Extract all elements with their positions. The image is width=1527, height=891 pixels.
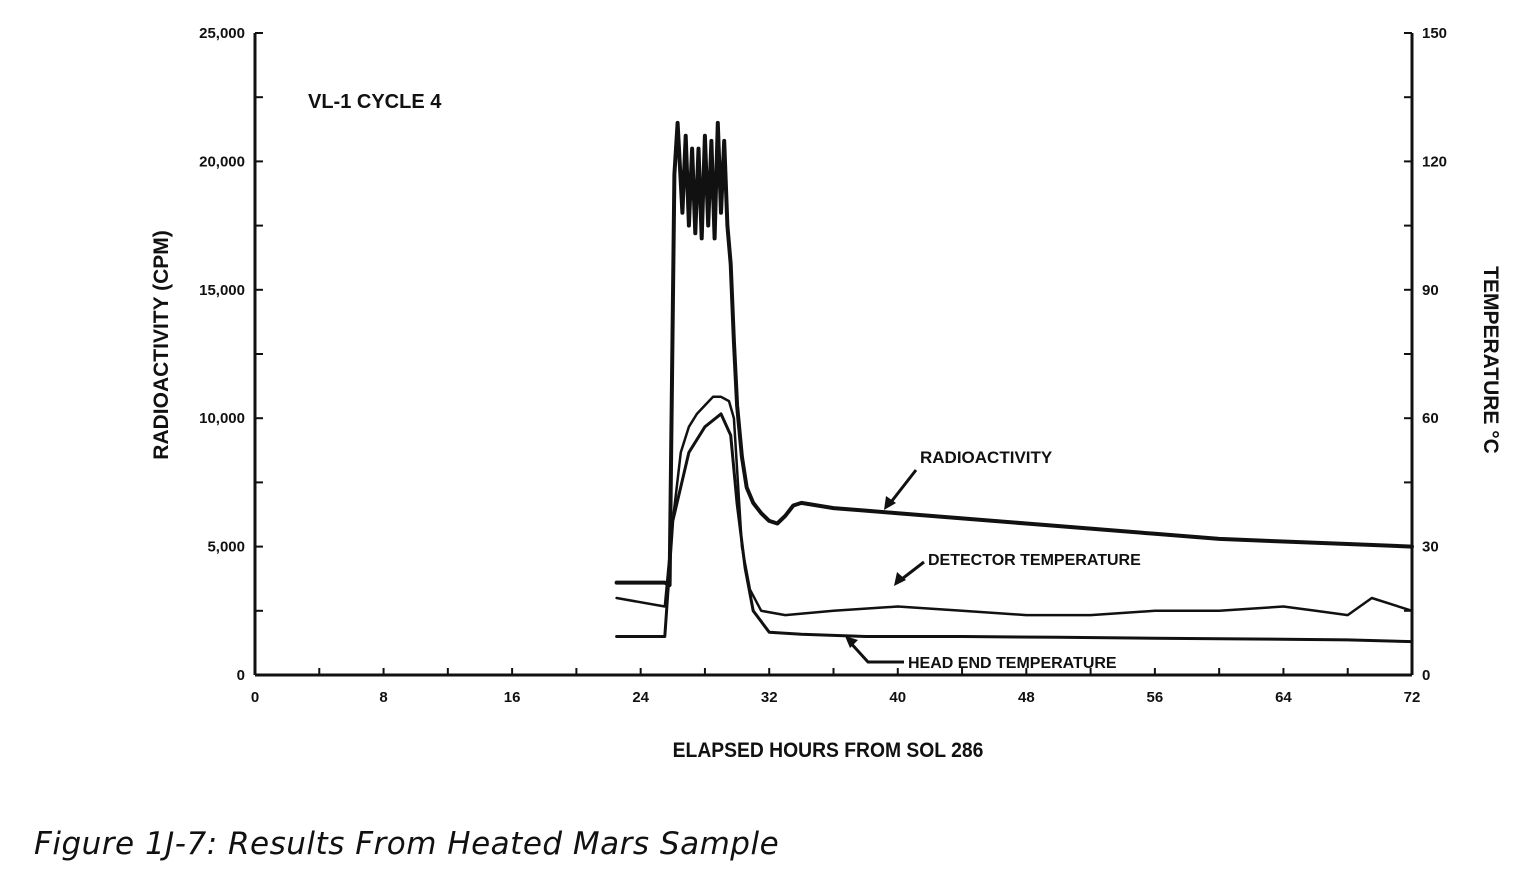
x-tick-label: 40 [889,689,906,706]
y-tick-label: 10,000 [199,410,245,427]
y-tick-label: 15,000 [199,282,245,299]
y-tick-label: 25,000 [199,25,245,42]
x-tick-label: 16 [504,689,521,706]
detector-temperature-label: DETECTOR TEMPERATURE [928,552,1141,569]
head-end-temperature-label: HEAD END TEMPERATURE [908,655,1117,672]
y2-tick-label: 30 [1422,539,1439,556]
y2-tick-label: 0 [1422,667,1430,684]
x-tick-label: 24 [632,689,649,706]
series-detector-temperature [615,395,1414,617]
figure-caption: Figure 1J-7: Results From Heated Mars Sa… [34,826,780,862]
head-end-temperature-arrow [846,638,904,664]
x-axis-title: ELAPSED HOURS FROM SOL 286 [673,739,984,762]
y-tick-label: 5,000 [207,539,245,556]
x-tick-label: 0 [251,689,259,706]
series-layer [614,120,1414,644]
y2-tick-label: 60 [1422,410,1439,427]
head-end-temperature-arrowhead [845,636,858,648]
y2-tick-label: 120 [1422,153,1447,170]
x-axis: 0 8 16 24 32 40 48 56 64 72 [251,668,1421,706]
radioactivity-arrowhead [884,496,896,510]
x-tick-label: 32 [761,689,778,706]
x-tick-label: 64 [1275,689,1292,706]
series-radioactivity [614,120,1414,588]
x-tick-label: 48 [1018,689,1035,706]
y2-tick-label: 90 [1422,282,1439,299]
y2-tick-label: 150 [1422,25,1447,42]
y-tick-label: 0 [237,667,245,684]
plot-title: VL-1 CYCLE 4 [308,91,442,113]
detector-temperature-arrowhead [894,572,906,586]
radioactivity-arrow [886,469,918,507]
x-tick-label: 72 [1404,689,1421,706]
plot-frame [253,33,1414,677]
chart: 0 8 16 24 32 40 48 56 64 72 0 5,000 10,000 15,000 20,… [150,25,1502,762]
series-head-end-temperature [615,412,1414,644]
y-axis-title: RADIOACTIVITY (CPM) [150,230,173,459]
radioactivity-label: RADIOACTIVITY [920,448,1053,467]
y-tick-label: 20,000 [199,153,245,170]
annotation-arrows [845,469,925,664]
y-axis-left: 0 5,000 10,000 15,000 20,000 25,000 [199,25,263,684]
y2-axis-title: TEMPERATURE °C [1479,266,1502,454]
x-tick-label: 56 [1147,689,1164,706]
y-axis-right: 0 30 60 90 120 150 [1404,25,1447,684]
x-tick-label: 8 [379,689,387,706]
